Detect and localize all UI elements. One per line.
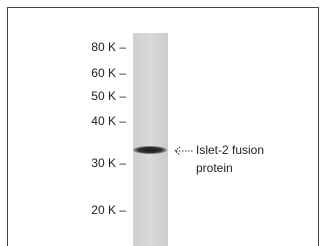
labels: 80 K – 60 K – 50 K – 40 K – 30 K – 20 K – Isle… [91, 40, 264, 217]
gel-lane [133, 33, 168, 246]
annotation-text: protein [196, 161, 233, 175]
page: 80 K – 60 K – 50 K – 40 K – 30 K – 20 K – Isle… [0, 0, 325, 246]
annotation-text: Islet-2 fusion [196, 143, 264, 157]
marker-label: 60 K – [91, 66, 126, 80]
figure: 80 K – 60 K – 50 K – 40 K – 30 K – 20 K – Isle… [0, 0, 325, 246]
marker-label: 40 K – [91, 114, 126, 128]
marker-label: 20 K – [91, 203, 126, 217]
marker-label: 50 K – [91, 89, 126, 103]
protein-band [133, 146, 167, 154]
marker-label: 30 K – [91, 156, 126, 170]
marker-label: 80 K – [91, 40, 126, 54]
